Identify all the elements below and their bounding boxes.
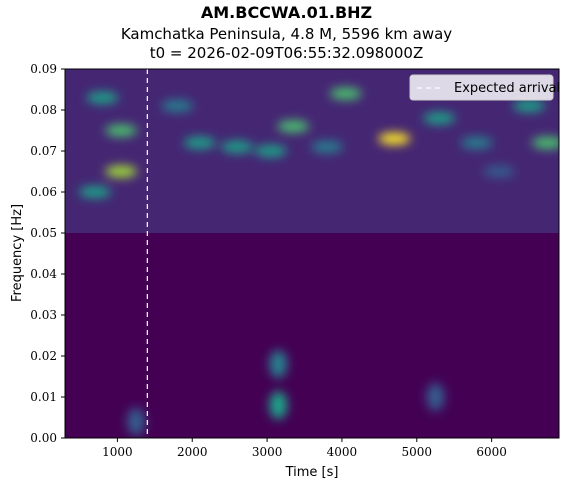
heatmap-hotspot-12 [423,112,456,125]
y-tick-label: 0.03 [30,308,57,322]
legend: Expected arrival [409,74,560,101]
x-tick-label: 4000 [327,445,358,459]
heatmap-hotspot-9 [310,140,343,153]
heatmap-hotspot-7 [254,145,287,157]
heatmap-hotspot-5 [183,136,216,149]
x-tick-label: 6000 [476,445,507,459]
chart-t0-line: t0 = 2026-02-09T06:55:32.098000Z [149,44,424,62]
heatmap-hotspot-16 [483,165,516,178]
heatmap-hotspot-15 [531,136,559,149]
plot-frame [64,68,560,439]
y-tick-label: 0.05 [30,226,57,240]
y-tick-label: 0.04 [30,267,57,281]
y-tick-label: 0.00 [30,431,57,445]
x-tick-label: 5000 [402,445,433,459]
heatmap-hotspot-11 [378,132,411,145]
heatmap-hotspot-10 [329,87,362,100]
spectrogram-heatmap [78,87,559,436]
heatmap-hotspot-6 [221,140,254,153]
y-tick-label: 0.07 [30,144,57,158]
heatmap-hotspot-3 [86,91,119,104]
x-tick-label: 1000 [102,445,133,459]
x-tick-label: 2000 [177,445,208,459]
heatmap-hotspot-2 [78,186,111,198]
heatmap-hotspot-19 [426,383,445,411]
y-tick-label: 0.08 [30,103,57,117]
x-axis-label: Time [s] [285,465,339,480]
heatmap-hotspot-13 [460,136,493,149]
heatmap-hotspot-18 [269,350,288,379]
y-tick-label: 0.06 [30,185,57,199]
y-tick-label: 0.01 [30,390,57,404]
heatmap-hotspot-1 [105,165,138,178]
heatmap-hotspot-4 [161,99,194,112]
heatmap-hotspot-20 [127,407,146,436]
y-tick-label: 0.02 [30,349,57,363]
chart-title: AM.BCCWA.01.BHZ [200,3,373,22]
chart-subtitle: Kamchatka Peninsula, 4.8 M, 5596 km away [120,25,453,43]
legend-box [409,74,554,101]
x-tick-label: 3000 [252,445,283,459]
heatmap-hotspot-17 [269,391,288,420]
heatmap-hotspot-8 [277,120,310,133]
x-axis-ticks: 1000 2000 3000 4000 5000 6000 [102,438,507,459]
legend-arrival-label: Expected arrival [454,81,560,96]
y-axis-ticks: 0.00 0.01 0.02 0.03 0.04 0.05 0.06 0.07 0.08 0.09 [30,62,65,445]
y-axis-label: Frequency [Hz] [10,204,25,302]
spectrogram-background [65,69,559,438]
heatmap-hotspot-14 [513,99,546,112]
heatmap-hotspot-0 [105,124,138,137]
y-tick-label: 0.09 [30,62,57,76]
